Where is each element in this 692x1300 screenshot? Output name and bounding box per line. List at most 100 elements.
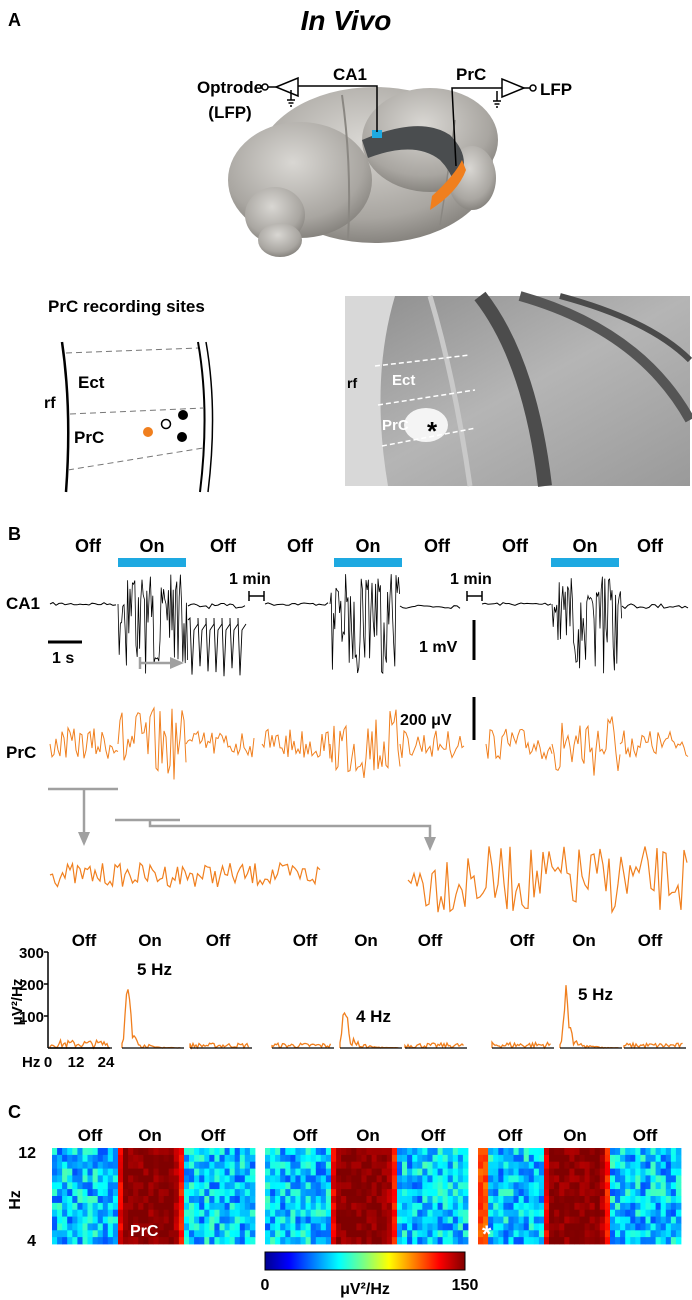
- off-label: Off: [72, 931, 97, 950]
- heatmap-cell: [635, 1196, 641, 1204]
- off-label: Off: [418, 931, 443, 950]
- heatmap-cell: [158, 1175, 165, 1183]
- heatmap-cell: [417, 1223, 423, 1231]
- heatmap-cell: [422, 1216, 428, 1224]
- heatmap-cell: [249, 1189, 256, 1197]
- heatmap-cell: [163, 1175, 170, 1183]
- heatmap-cell: [331, 1182, 337, 1190]
- heatmap-cell: [655, 1209, 662, 1217]
- heatmap-cell: [184, 1202, 190, 1211]
- heatmap-cell: [457, 1189, 464, 1197]
- heatmap-cell: [630, 1182, 636, 1190]
- spectrum-off: [404, 1041, 464, 1050]
- heatmap-cell: [67, 1230, 73, 1238]
- heatmap-cell: [483, 1230, 489, 1238]
- heatmap-cell: [518, 1230, 525, 1238]
- heatmap-cell: [310, 1223, 317, 1231]
- heatmap-cell: [579, 1230, 585, 1238]
- heatmap-cell: [224, 1209, 231, 1217]
- spectral-peak-label: 5 Hz: [578, 985, 613, 1004]
- heatmap-cell: [549, 1209, 555, 1217]
- heatmap-cell: [655, 1148, 662, 1156]
- heatmap-cell: [168, 1209, 175, 1217]
- heatmap-cell: [554, 1223, 560, 1231]
- heatmap-cell: [594, 1209, 601, 1217]
- heatmap-cell: [442, 1148, 449, 1156]
- heatmap-cell: [194, 1182, 200, 1190]
- heatmap-cell: [173, 1154, 180, 1163]
- panel-a-letter: A: [8, 10, 21, 30]
- heatmap-cell: [123, 1148, 129, 1156]
- heatmap-cell: [675, 1209, 682, 1217]
- heatmap-cell: [589, 1182, 596, 1190]
- heatmap-cell: [549, 1175, 555, 1183]
- off-label: Off: [78, 1126, 103, 1145]
- heatmap-cell: [381, 1223, 388, 1231]
- heatmap-cell: [224, 1216, 231, 1224]
- heatmap-cell: [239, 1196, 246, 1204]
- heatmap-cell: [498, 1154, 504, 1163]
- on-label: On: [138, 1126, 162, 1145]
- heatmap-cell: [417, 1189, 423, 1197]
- heatmap-cell: [442, 1175, 449, 1183]
- heatmap-cell: [437, 1148, 444, 1156]
- heatmap-cell: [194, 1230, 200, 1238]
- heatmap-cell: [599, 1223, 606, 1231]
- heatmap-cell: [102, 1168, 109, 1176]
- heatmap-cell: [675, 1161, 682, 1169]
- heatmap-cell: [67, 1189, 73, 1197]
- heatmap-cell: [437, 1168, 444, 1176]
- heatmap-cell: [275, 1230, 281, 1238]
- heatmap-cell: [402, 1209, 408, 1217]
- heatmap-cell: [498, 1216, 504, 1224]
- heatmap-cell: [239, 1175, 246, 1183]
- colorbar-max: 150: [452, 1277, 479, 1294]
- heatmap-cell: [538, 1168, 545, 1176]
- heatmap-cell: [133, 1168, 139, 1176]
- heatmap-cell: [295, 1175, 301, 1183]
- heatmap-cell: [305, 1209, 312, 1217]
- heatmap-cell: [143, 1182, 149, 1190]
- heatmap-cell: [564, 1237, 570, 1245]
- heatmap-cell: [189, 1223, 195, 1231]
- heatmap-cell: [599, 1209, 606, 1217]
- heatmap-cell: [483, 1168, 489, 1176]
- off-label: Off: [293, 1126, 318, 1145]
- heatmap-cell: [670, 1216, 677, 1224]
- heatmap-cell: [158, 1154, 165, 1163]
- heatmap-cell: [214, 1154, 220, 1163]
- heatmap-cell: [432, 1196, 438, 1204]
- heatmap-cell: [295, 1154, 301, 1163]
- heatmap-cell: [407, 1216, 413, 1224]
- heatmap-cell: [447, 1182, 454, 1190]
- heatmap-cell: [615, 1175, 621, 1183]
- heatmap-cell: [275, 1216, 281, 1224]
- heatmap-cell: [645, 1175, 651, 1183]
- heatmap-cell: [143, 1154, 149, 1163]
- heatmap-cell: [199, 1196, 205, 1204]
- heatmap-cell: [371, 1209, 378, 1217]
- heatmap-cell: [285, 1161, 291, 1169]
- heatmap-cell: [533, 1161, 540, 1169]
- heatmap-cell: [148, 1182, 154, 1190]
- heatmap-cell: [158, 1202, 165, 1211]
- heatmap-cell: [67, 1223, 73, 1231]
- heatmap-cell: [604, 1223, 611, 1231]
- heatmap-cell: [148, 1148, 154, 1156]
- heatmap-cell: [660, 1189, 667, 1197]
- heatmap-cell: [184, 1209, 190, 1217]
- heatmap-cell: [118, 1168, 124, 1176]
- heatmap-cell: [224, 1237, 231, 1245]
- heatmap-cell: [559, 1216, 565, 1224]
- off-label: Off: [287, 536, 314, 556]
- heatmap-cell: [544, 1209, 550, 1217]
- heatmap-cell: [584, 1223, 591, 1231]
- heatmap-cell: [386, 1196, 393, 1204]
- heatmap-cell: [178, 1209, 185, 1217]
- heatmap-cell: [376, 1216, 383, 1224]
- heatmap-cell: [194, 1148, 200, 1156]
- heatmap-cell: [244, 1223, 251, 1231]
- heatmap-cell: [675, 1237, 682, 1245]
- heatmap-cell: [305, 1230, 312, 1238]
- heatmap-cell: [503, 1196, 509, 1204]
